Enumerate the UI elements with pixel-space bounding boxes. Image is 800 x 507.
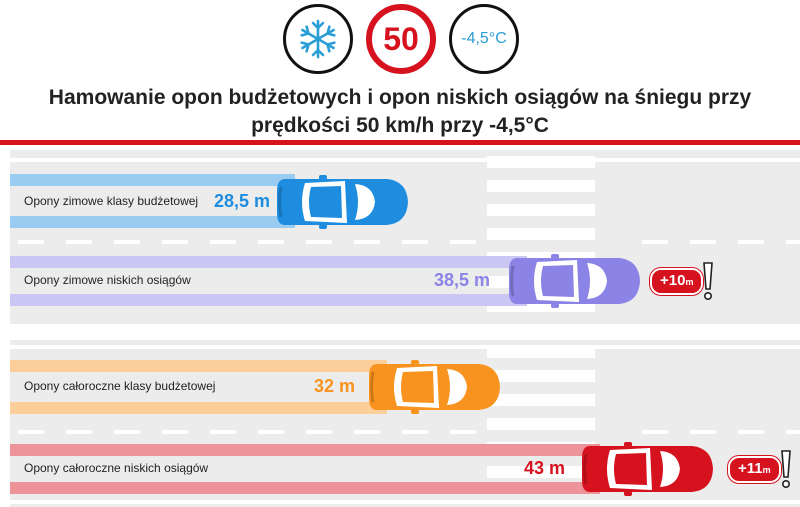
lane-dash xyxy=(258,240,284,244)
lane-edge-line xyxy=(10,345,800,349)
braking-track xyxy=(10,444,600,456)
lane-dash xyxy=(690,240,716,244)
lane-dash xyxy=(690,430,716,434)
lane-dash xyxy=(66,430,92,434)
temperature-value: -4,5°C xyxy=(461,30,507,47)
title-line-1: Hamowanie opon budżetowych i opon niskic… xyxy=(48,86,752,109)
crosswalk-stripe xyxy=(487,228,595,240)
lane-dash xyxy=(306,430,332,434)
distance-value: 38,5 m xyxy=(434,270,491,290)
lane-dash xyxy=(450,240,476,244)
title-underline xyxy=(0,140,800,145)
lane-edge-line xyxy=(10,158,800,162)
lane-dash xyxy=(18,430,44,434)
braking-track xyxy=(10,360,387,372)
exclamation-icon xyxy=(779,449,793,489)
lane-edge-line xyxy=(10,324,800,328)
crosswalk-stripe xyxy=(487,394,595,406)
lane-dash xyxy=(114,430,140,434)
distance-value: 28,5 m xyxy=(214,191,271,211)
lane-dash xyxy=(642,430,668,434)
crosswalk-stripe xyxy=(487,370,595,382)
page-title: Hamowanie opon budżetowych i opon niskic… xyxy=(0,84,800,140)
extra-distance-badge: +11m xyxy=(728,449,793,489)
braking-track xyxy=(10,216,295,228)
lane-dash xyxy=(786,240,800,244)
lane-dash xyxy=(642,240,668,244)
distance-value: 32 m xyxy=(314,376,356,396)
lane-label: Opony całoroczne niskich osiągów xyxy=(24,461,209,475)
lane-dash xyxy=(450,430,476,434)
braking-track xyxy=(10,482,600,494)
lane-dash xyxy=(210,240,236,244)
braking-track xyxy=(10,174,295,186)
lane-dash xyxy=(162,430,188,434)
speed-limit-sign: 50 xyxy=(366,4,436,74)
header: 50 -4,5°C Hamowanie opon budżetowych i o… xyxy=(0,0,800,148)
extra-distance-badge: +10m xyxy=(650,261,715,301)
lane-edge-line xyxy=(10,500,800,504)
lane-label: Opony zimowe klasy budżetowej xyxy=(24,194,199,208)
braking-track xyxy=(10,256,527,268)
extra-distance-value: +10m xyxy=(650,267,704,295)
car xyxy=(275,173,410,236)
lane-dash xyxy=(402,430,428,434)
crosswalk-stripe xyxy=(487,418,595,430)
exclamation-icon xyxy=(701,261,715,301)
braking-track xyxy=(10,402,387,414)
car xyxy=(367,358,502,421)
lane-dash xyxy=(66,240,92,244)
lane-dash xyxy=(114,240,140,244)
lane-label: Opony całoroczne klasy budżetowej xyxy=(24,379,216,393)
lane-dash xyxy=(402,240,428,244)
temperature-sign: -4,5°C xyxy=(449,4,519,74)
crosswalk-stripe xyxy=(487,204,595,216)
lane-dash xyxy=(738,430,764,434)
car xyxy=(507,252,642,315)
lane-dash xyxy=(354,430,380,434)
lane-dash xyxy=(786,430,800,434)
distance-value: 43 m xyxy=(524,458,566,478)
crosswalk-stripe xyxy=(487,180,595,192)
lane-dash xyxy=(162,240,188,244)
crosswalk-stripe xyxy=(487,466,595,478)
lane-dash xyxy=(210,430,236,434)
car xyxy=(580,440,715,503)
extra-distance-value: +11m xyxy=(728,455,781,483)
lane-dash xyxy=(258,430,284,434)
crosswalk-stripe xyxy=(487,346,595,358)
braking-track xyxy=(10,294,527,306)
lane-label: Opony zimowe niskich osiągów xyxy=(24,273,191,287)
snowflake-icon xyxy=(283,4,353,74)
lane-dash xyxy=(18,240,44,244)
lane-dash xyxy=(306,240,332,244)
speed-value: 50 xyxy=(383,20,419,57)
lane-dash xyxy=(738,240,764,244)
lane-dash xyxy=(354,240,380,244)
title-line-2: prędkości 50 km/h przy -4,5°C xyxy=(251,114,549,137)
